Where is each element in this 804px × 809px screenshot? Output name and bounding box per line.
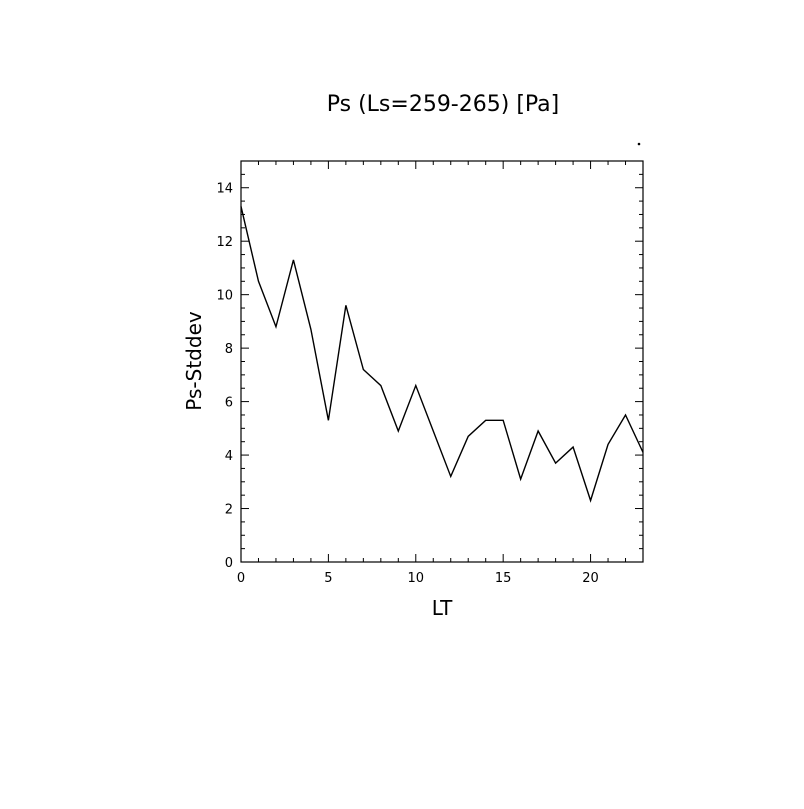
x-tick-label-5: 5 (324, 571, 332, 586)
plot-frame (240, 160, 644, 563)
chart-title: Ps (Ls=259-265) [Pa] (327, 92, 560, 117)
y-tick-label-8: 8 (225, 342, 233, 357)
y-axis-label: Ps-Stddev (182, 311, 206, 411)
y-tick-label-14: 14 (216, 182, 233, 197)
series-group (240, 206, 644, 503)
x-axis-label: LT (432, 596, 453, 620)
x-tick-label-10: 10 (408, 571, 425, 586)
x-tick-label-20: 20 (582, 571, 599, 586)
y-tick-label-6: 6 (225, 396, 233, 411)
x-tick-label-15: 15 (495, 571, 512, 586)
x-tick-label-0: 0 (237, 571, 245, 586)
y-tick-label-2: 2 (225, 503, 233, 518)
y-tick-label-0: 0 (225, 556, 233, 571)
series-line-0 (240, 206, 644, 503)
y-tick-label-4: 4 (225, 449, 233, 464)
y-tick-label-10: 10 (216, 289, 233, 304)
y-tick-label-12: 12 (216, 235, 233, 250)
corner-dot-mark (637, 142, 641, 146)
tick-labels: 0 5 10 15 20 0 2 4 6 8 10 12 14 (216, 182, 598, 586)
axis-ticks (240, 160, 644, 563)
